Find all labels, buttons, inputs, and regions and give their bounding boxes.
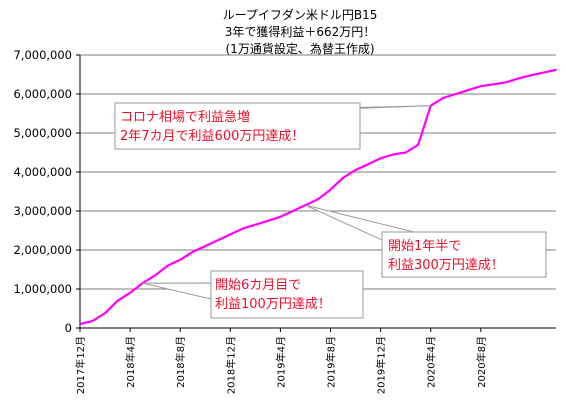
data-point (555, 68, 557, 71)
x-tick-labels: 2017年12月 2018年4月 2018年8月 2018年12月 2019年4月 201… (74, 336, 488, 394)
data-point (204, 245, 207, 248)
y-tick-label: 5,000,000 (13, 126, 72, 140)
data-point (292, 210, 294, 212)
x-tick-label: 2019年8月 (325, 336, 338, 388)
data-point (216, 239, 219, 242)
data-point (329, 188, 332, 191)
callout-box (381, 231, 547, 278)
data-point (104, 312, 106, 315)
y-tick-label: 6,000,000 (13, 87, 72, 101)
data-point (166, 264, 169, 267)
callout-pointer (142, 282, 212, 300)
data-point (517, 77, 520, 80)
chart-title-line-2: 3年で獲得利益＋662万円！ (225, 24, 376, 39)
data-point (179, 258, 182, 261)
data-point (454, 93, 457, 95)
x-tick-label: 2018年8月 (174, 336, 187, 388)
x-tick-label: 2018年12月 (224, 336, 237, 394)
data-point (241, 227, 244, 230)
y-tick-label: 4,000,000 (13, 165, 72, 179)
data-point (79, 323, 81, 325)
data-point (504, 81, 507, 84)
x-tick-label: 2020年4月 (425, 336, 438, 388)
data-point (379, 157, 382, 160)
data-point (442, 97, 445, 99)
axes (76, 54, 556, 332)
callout-text: コロナ相場で利益急増 (120, 110, 250, 125)
data-point (392, 153, 395, 156)
data-point (492, 83, 495, 86)
y-tick-label: 7,000,000 (13, 48, 72, 62)
callout-text: 利益300万円達成！ (388, 258, 504, 273)
y-tick-label: 1,000,000 (13, 282, 72, 296)
callout-text: 利益100万円達成！ (215, 297, 331, 312)
callout-text: 開始6カ月目で (215, 278, 301, 293)
chart-title-line-1: ループイフダン米ドル円B15 (223, 7, 378, 22)
y-tick-label: 3,000,000 (13, 204, 72, 218)
data-point (279, 215, 282, 218)
data-point (191, 251, 194, 253)
callout-box (114, 102, 361, 150)
callout-text: 2年7カ月で利益600万円達成！ (120, 129, 304, 144)
callout-text: 開始1年半で (388, 239, 461, 254)
data-point (342, 176, 344, 179)
chart-title-line-3: (1万通貨設定、為替王作成) (226, 41, 375, 56)
data-point (467, 89, 470, 91)
data-point (479, 85, 482, 88)
data-point (530, 74, 532, 77)
y-tick-label: 2,000,000 (13, 243, 72, 257)
x-tick-label: 2017年12月 (74, 336, 87, 394)
y-tick-labels: 0 1,000,000 2,000,000 3,000,000 4,000,000 5,0… (13, 48, 72, 335)
data-point (129, 292, 132, 294)
callouts: コロナ相場で利益急増 2年7カ月で利益600万円達成！ 開始1年半で利益300万円達… (114, 102, 547, 319)
x-tick-label: 2018年4月 (124, 336, 137, 388)
x-tick-label: 2019年4月 (274, 336, 287, 388)
callout-box (210, 270, 364, 319)
data-point (317, 198, 319, 201)
data-point (542, 71, 545, 74)
data-point (116, 299, 119, 302)
chart-title: ループイフダン米ドル円B15 3年で獲得利益＋662万円！ (1万通貨設定、為替… (223, 7, 378, 56)
data-point (367, 163, 370, 166)
y-tick-label: 0 (65, 321, 72, 335)
data-point (154, 274, 157, 277)
x-tick-label: 2019年12月 (375, 336, 388, 394)
data-point (266, 219, 269, 222)
data-point (354, 169, 357, 171)
data-point (404, 151, 407, 154)
data-point (417, 143, 420, 146)
series (79, 68, 557, 326)
data-point (229, 233, 232, 236)
x-tick-label: 2020年8月 (475, 336, 488, 388)
data-point (254, 223, 257, 226)
data-point (91, 320, 94, 322)
